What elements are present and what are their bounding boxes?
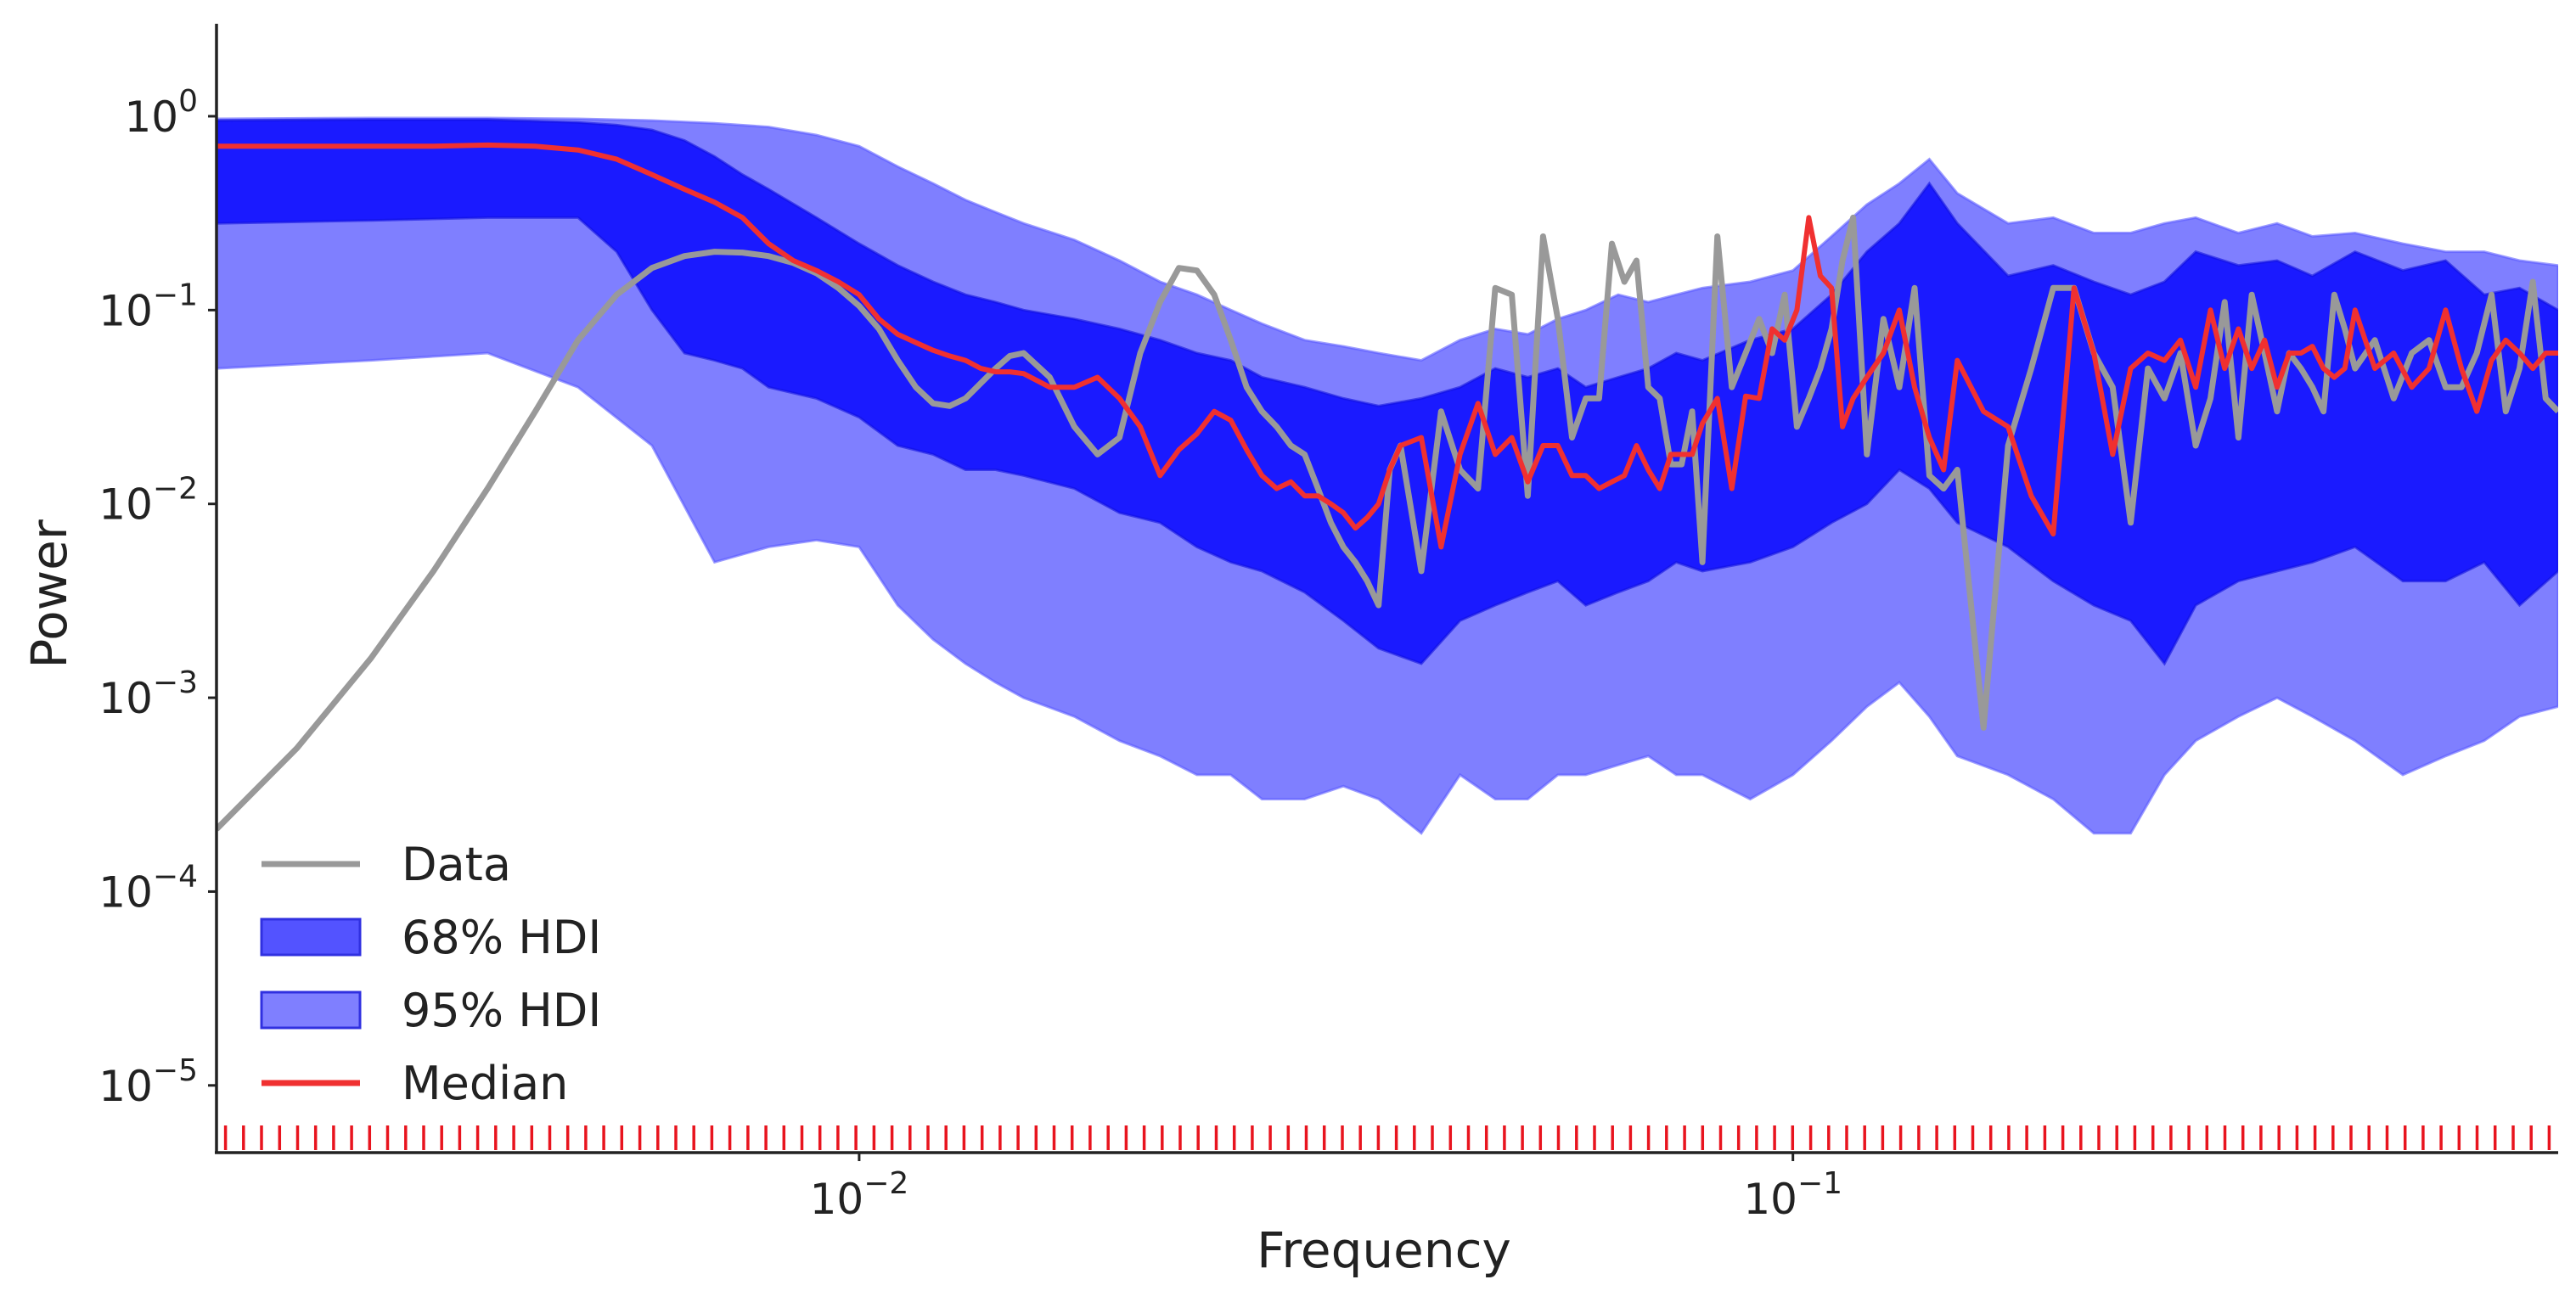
frequency-rug	[223, 1125, 2551, 1150]
legend-label: Median	[402, 1057, 568, 1110]
y-tick-label: 10−1	[98, 278, 198, 335]
x-axis-title: Frequency	[1257, 1221, 1511, 1279]
legend-patch-key	[260, 918, 362, 957]
legend-item: 95% HDI	[260, 984, 601, 1037]
legend-label: 95% HDI	[402, 984, 601, 1037]
tick-labels: 100 10−1 10−2 10−3 10−4 10−5 10−2 10−1	[98, 84, 1842, 1224]
y-tick-label: 10−3	[98, 665, 198, 723]
legend-item: Median	[262, 1057, 568, 1110]
legend-item: Data	[262, 838, 511, 891]
hdi-68-band	[217, 118, 2558, 666]
plot-area	[217, 116, 2558, 835]
legend-item: 68% HDI	[260, 911, 601, 964]
legend-label: Data	[402, 838, 511, 891]
y-axis-title: Power	[20, 519, 78, 669]
x-tick-label: 10−1	[1743, 1166, 1842, 1224]
legend: Data 68% HDI 95% HDI Median	[260, 838, 601, 1110]
median-line	[217, 142, 2558, 550]
axes	[215, 24, 2558, 1154]
y-tick-label: 10−5	[98, 1053, 198, 1111]
legend-patch-key	[260, 991, 362, 1030]
y-tick-label: 10−4	[98, 859, 198, 917]
y-tick-label: 100	[124, 84, 198, 142]
x-tick-label: 10−2	[810, 1166, 909, 1224]
legend-label: 68% HDI	[402, 911, 601, 964]
y-tick-label: 10−2	[98, 472, 198, 530]
